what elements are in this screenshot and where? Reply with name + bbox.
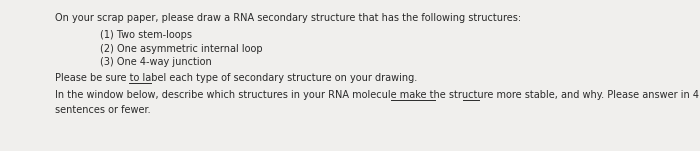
Text: On your scrap paper, please draw a RNA secondary structure that has the followin: On your scrap paper, please draw a RNA s… (55, 13, 521, 23)
Text: (1) Two stem-loops: (1) Two stem-loops (100, 30, 192, 40)
Text: (3) One 4-way junction: (3) One 4-way junction (100, 57, 211, 67)
Text: sentences or fewer.: sentences or fewer. (55, 105, 150, 115)
Text: In the window below, describe which structures in your RNA molecule make the str: In the window below, describe which stru… (55, 90, 699, 100)
Text: (2) One asymmetric internal loop: (2) One asymmetric internal loop (100, 44, 262, 54)
Text: Please be sure to label each type of secondary structure on your drawing.: Please be sure to label each type of sec… (55, 73, 417, 83)
